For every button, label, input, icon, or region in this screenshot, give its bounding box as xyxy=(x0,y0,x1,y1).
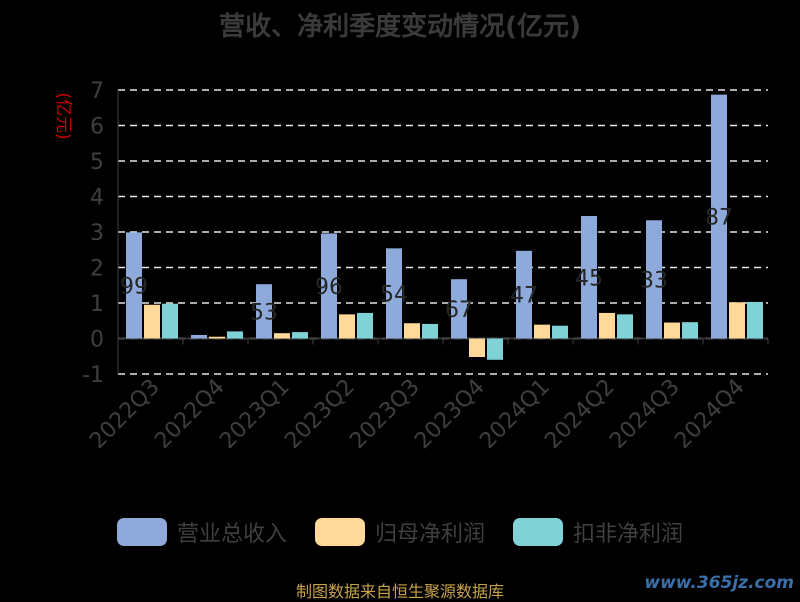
bar xyxy=(747,301,763,339)
bar xyxy=(357,312,373,339)
data-label: 53 xyxy=(250,300,278,325)
legend-item-net-profit[interactable]: 归母净利润 xyxy=(314,516,485,548)
bar xyxy=(321,233,337,339)
data-label: 99 xyxy=(120,274,148,299)
x-tick-label: 2024Q3 xyxy=(605,375,684,454)
bar xyxy=(729,302,745,339)
data-label: 54 xyxy=(380,282,408,307)
bar xyxy=(386,248,402,339)
legend: 营业总收入 归母净利润 扣非净利润 xyxy=(0,516,800,548)
chart-title: 营收、净利季度变动情况(亿元) xyxy=(219,12,581,42)
x-tick-label: 2023Q3 xyxy=(345,375,424,454)
bar xyxy=(256,284,272,339)
legend-swatch-revenue xyxy=(116,518,167,546)
bar xyxy=(516,250,532,339)
legend-swatch-net-profit xyxy=(314,518,365,546)
bar xyxy=(422,323,438,339)
bar xyxy=(664,322,680,339)
bar xyxy=(191,334,207,339)
x-tick-label: 2023Q1 xyxy=(215,375,294,454)
legend-item-revenue[interactable]: 营业总收入 xyxy=(116,516,287,548)
bar xyxy=(581,216,597,339)
y-tick-label: 2 xyxy=(90,257,104,282)
bar xyxy=(404,323,420,339)
data-label: 87 xyxy=(705,206,733,231)
y-tick-label: 3 xyxy=(90,221,104,246)
bar xyxy=(162,303,178,339)
bar xyxy=(469,338,485,357)
x-tick-label: 2023Q2 xyxy=(280,375,359,454)
y-tick-label: 6 xyxy=(90,115,104,140)
y-axis-label: (亿元) xyxy=(53,92,73,139)
bar xyxy=(487,338,503,360)
y-tick-label: 1 xyxy=(90,292,104,317)
bar xyxy=(599,312,615,339)
data-label: 33 xyxy=(640,268,668,293)
legend-label-revenue: 营业总收入 xyxy=(176,522,287,547)
bar xyxy=(552,325,568,339)
bar xyxy=(126,232,142,339)
y-tick-label: -1 xyxy=(82,363,104,388)
bar xyxy=(451,279,467,339)
bar xyxy=(339,314,355,339)
x-tick-label: 2023Q4 xyxy=(410,375,489,454)
bar xyxy=(711,94,727,339)
watermark: www.365jz.com xyxy=(644,573,794,593)
data-label: 45 xyxy=(575,266,603,291)
y-tick-label: 7 xyxy=(90,79,104,104)
y-tick-label: 5 xyxy=(90,150,104,175)
data-label: 47 xyxy=(510,284,538,309)
legend-item-deducted-profit[interactable]: 扣非净利润 xyxy=(513,516,683,548)
x-tick-label: 2024Q2 xyxy=(540,375,619,454)
bar xyxy=(646,220,662,339)
bar xyxy=(534,324,550,339)
legend-swatch-deducted-profit xyxy=(513,518,563,546)
bar xyxy=(274,333,290,339)
legend-label-net-profit: 归母净利润 xyxy=(374,522,485,547)
bar xyxy=(682,322,698,339)
x-tick-label: 2022Q4 xyxy=(150,375,229,454)
x-tick-label: 2024Q4 xyxy=(670,375,749,454)
y-tick-label: 4 xyxy=(90,186,104,211)
bar xyxy=(209,336,225,339)
data-label: 96 xyxy=(315,275,343,300)
bar xyxy=(144,304,160,339)
bar xyxy=(227,331,243,339)
source-note: 制图数据来自恒生聚源数据库 xyxy=(295,582,504,601)
bar xyxy=(292,332,308,339)
y-tick-label: 0 xyxy=(90,328,104,353)
x-tick-label: 2024Q1 xyxy=(475,375,554,454)
bar xyxy=(617,314,633,339)
data-label: 67 xyxy=(445,298,473,323)
legend-label-deducted-profit: 扣非净利润 xyxy=(573,522,684,547)
